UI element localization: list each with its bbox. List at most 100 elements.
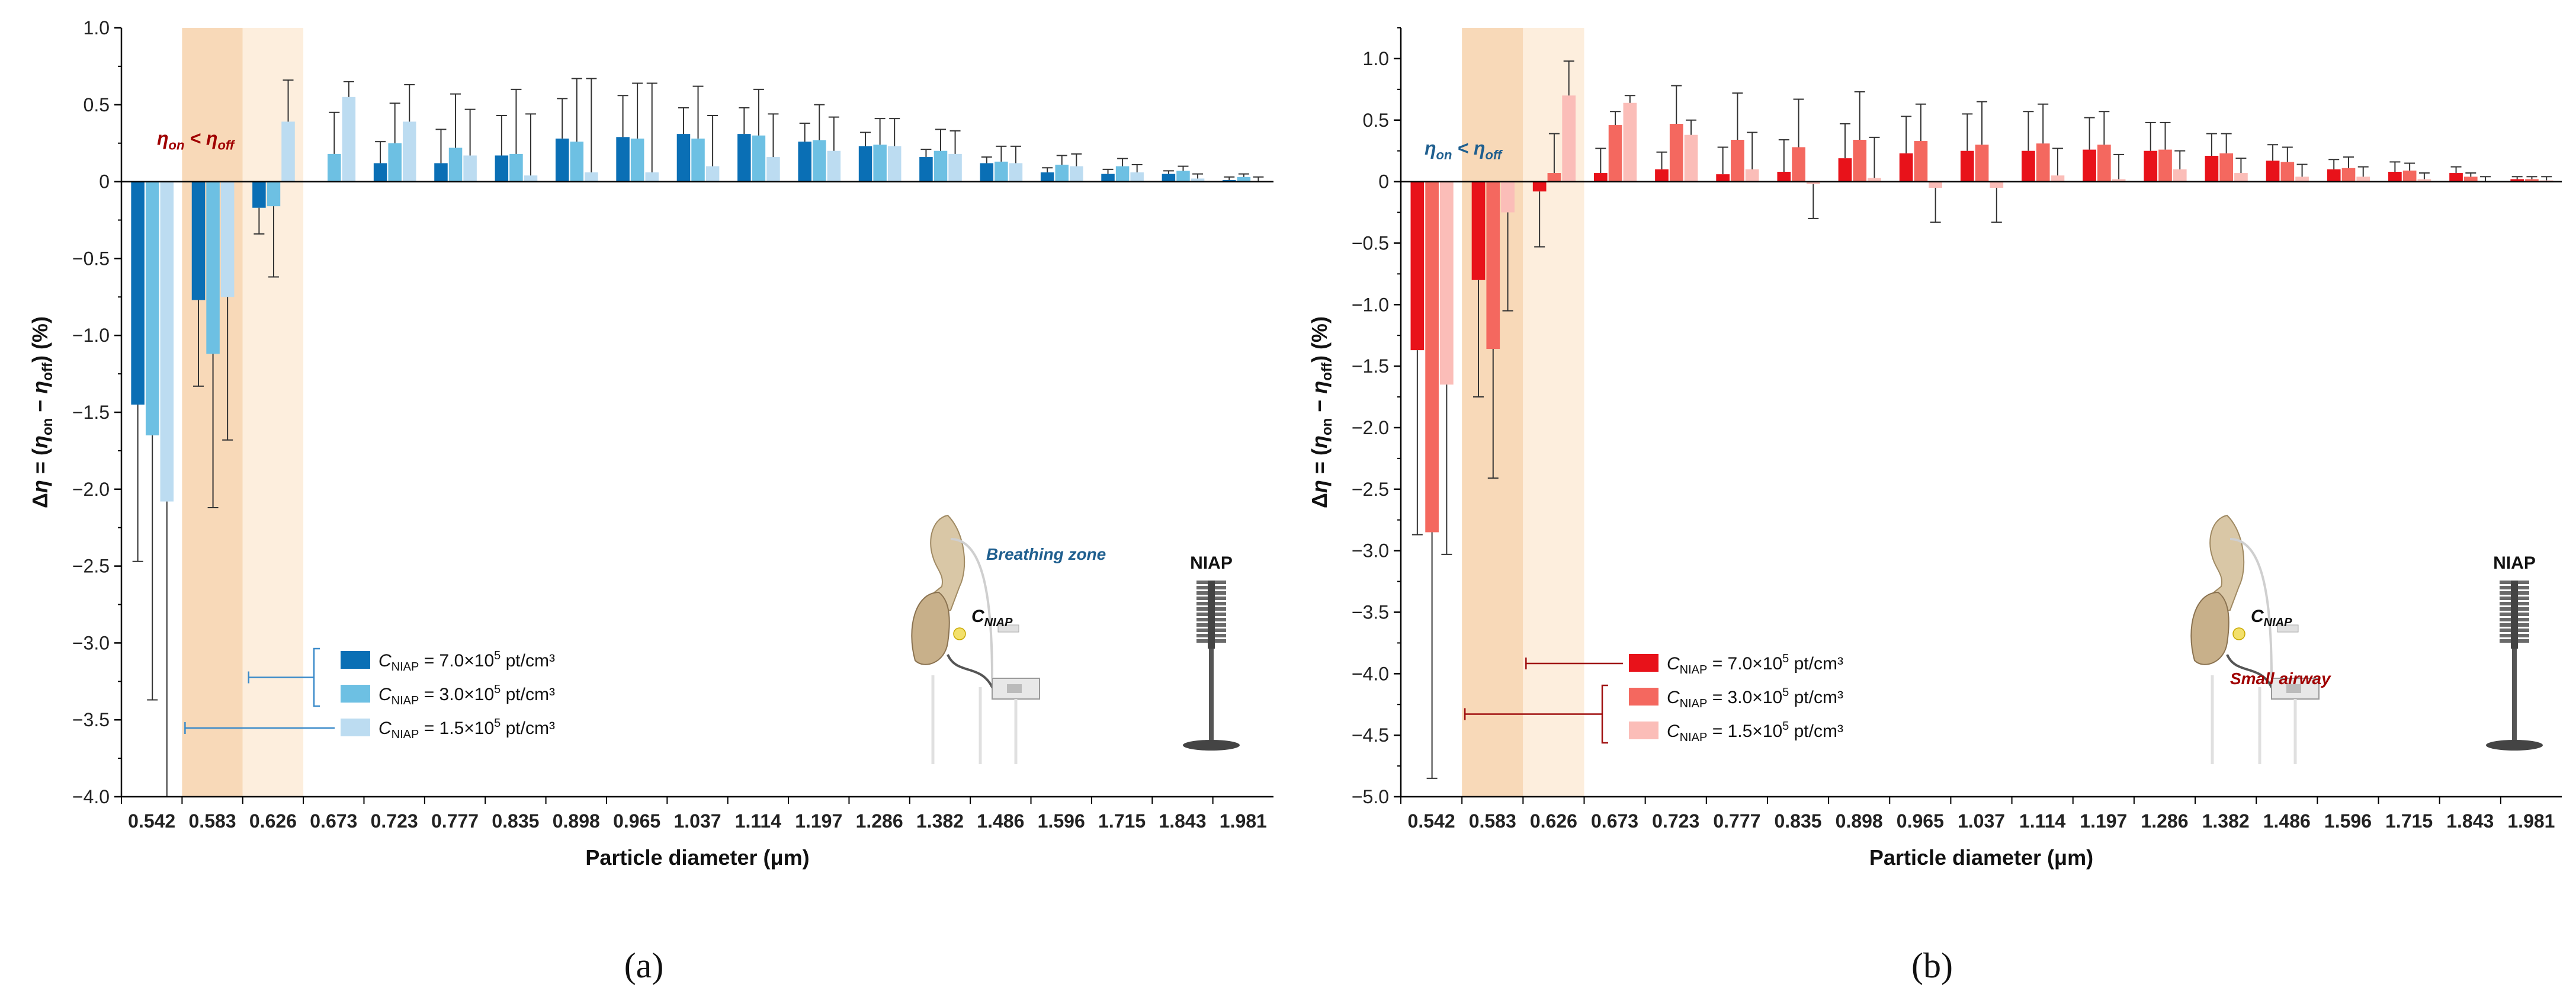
legend-part: NIAP [1680,731,1708,744]
bar-b-s1-0.723 [1669,123,1683,182]
highlight-shade-0.583 [182,28,243,797]
nozzle-icon [2277,624,2299,633]
head-profile-icon [2199,514,2245,617]
legend-part: pt/cm³ [501,685,555,704]
bar-b-s0-0.626 [1532,181,1547,192]
bar-a-s0-1.981 [1223,180,1236,182]
y-tick-label: 0 [99,171,110,193]
bar-a-s1-0.965 [630,138,644,182]
x-axis-title: Particle diameter (μm) [1869,845,2093,870]
bar-b-s2-1.715 [2417,179,2431,182]
niap-core-icon [1208,581,1215,649]
bar-a-s0-1.286 [858,146,872,182]
bar-b-s1-1.037 [1975,145,1989,182]
bar-a-s0-1.715 [1101,174,1115,182]
bar-b-s1-1.843 [2463,177,2478,182]
bar-a-s2-0.542 [160,181,174,502]
bar-a-s0-0.626 [252,181,266,208]
y-axis-title-part: ) (%) [28,316,52,363]
bar-a-s1-0.898 [570,142,584,182]
annotation-part: < η [1452,137,1485,159]
breathing-illustration: CNIAP Breathing zone [911,514,1106,764]
bar-b-s2-1.486 [2295,177,2309,182]
bar-a-s0-0.965 [616,137,630,182]
x-tick-label-0.777: 0.777 [431,810,479,832]
bar-a-s0-1.843 [1162,174,1176,182]
bar-a-s0-0.898 [555,138,569,182]
bar-a-s0-1.197 [798,142,811,182]
legend-part: pt/cm³ [501,719,555,738]
x-tick-label-0.965: 0.965 [613,810,660,832]
y-tick-label: −2.5 [1352,479,1389,500]
niap-device-label: NIAP [2493,553,2536,573]
bar-a-s1-1.486 [995,161,1008,182]
bar-b-s2-0.583 [1501,181,1515,213]
x-tick-label-1.286: 1.286 [856,810,903,832]
y-tick-label: −4.0 [1352,663,1389,684]
bar-a-s2-0.626 [281,121,295,182]
x-tick-label-1.114: 1.114 [2019,810,2066,832]
x-tick-label-1.382: 1.382 [916,810,964,832]
x-tick-label-0.898: 0.898 [1836,810,1883,832]
y-axis-title-part: − [1307,394,1332,418]
bar-b-s0-0.673 [1593,173,1608,182]
legend-part: 5 [1782,720,1789,733]
bar-b-s1-1.596 [2341,168,2356,182]
bar-a-s2-0.723 [402,121,416,182]
legend-part: 5 [1782,652,1789,665]
legend-label-1: CNIAP = 3.0×105 pt/cm³ [378,683,555,707]
y-tick-label: 0.5 [1363,110,1389,131]
legend-part: = 7.0×10 [1707,654,1782,674]
bar-a-s0-1.114 [737,134,751,182]
panel-label: (b) [1911,946,1953,985]
annotation-part: < η [184,127,217,149]
sample-line-icon [2229,538,2273,679]
legend-part: pt/cm³ [501,651,555,671]
legend-part: 5 [1782,686,1789,699]
x-tick-label-1.114: 1.114 [735,810,782,832]
bar-a-s1-0.673 [328,153,341,182]
bar-b-s0-0.542 [1410,181,1425,351]
y-tick-label: −3.0 [1352,540,1389,562]
x-tick-label-0.542: 0.542 [128,810,175,832]
bar-b-s2-1.114 [2051,175,2065,182]
x-tick-label-0.626: 0.626 [249,810,297,832]
x-tick-label-1.596: 1.596 [1038,810,1085,832]
y-axis-title-part: Δ [28,493,52,508]
bar-b-s2-1.286 [2173,169,2187,182]
lung-icon [2190,591,2229,665]
illustration-label: Breathing zone [986,545,1106,563]
sample-line-icon [950,538,993,679]
bar-b-s1-0.542 [1425,181,1439,533]
x-tick-label-1.596: 1.596 [2324,810,2372,832]
x-tick-label-0.673: 0.673 [1591,810,1638,832]
breathing-illustration: CNIAP Small airway [2190,514,2331,764]
c-niap-part: NIAP [984,616,1013,629]
bar-a-s1-1.037 [691,138,705,182]
legend-part: pt/cm³ [1789,654,1843,674]
y-tick-label: −0.5 [72,248,110,269]
y-axis-title-part: on [1319,418,1335,435]
bar-b-s0-0.723 [1655,169,1669,182]
niap-base-icon [1183,740,1240,751]
bar-b-s0-1.715 [2388,171,2402,182]
niap-stand-icon [1209,649,1214,743]
nozzle-icon [997,624,1019,633]
y-tick-label: −1.5 [72,402,110,423]
legend-bracket [313,647,320,707]
tube-icon [947,654,1004,688]
bar-b-s2-0.835 [1806,181,1820,184]
legend-part: = 1.5×10 [1707,722,1782,741]
legend-swatch-1 [341,685,370,703]
bar-b-s1-1.981 [2525,179,2539,182]
bar-a-s0-0.583 [191,181,206,300]
y-tick-label: −2.0 [72,479,110,500]
y-tick-label: −5.0 [1352,786,1389,807]
particle-icon [953,627,966,640]
bar-b-s2-1.197 [2112,179,2126,182]
sampler-window-icon [2286,684,2301,693]
x-tick-label-0.626: 0.626 [1530,810,1577,832]
x-tick-label-0.898: 0.898 [553,810,600,832]
bar-b-s2-0.673 [1623,102,1637,182]
bar-a-s2-0.898 [585,172,598,182]
